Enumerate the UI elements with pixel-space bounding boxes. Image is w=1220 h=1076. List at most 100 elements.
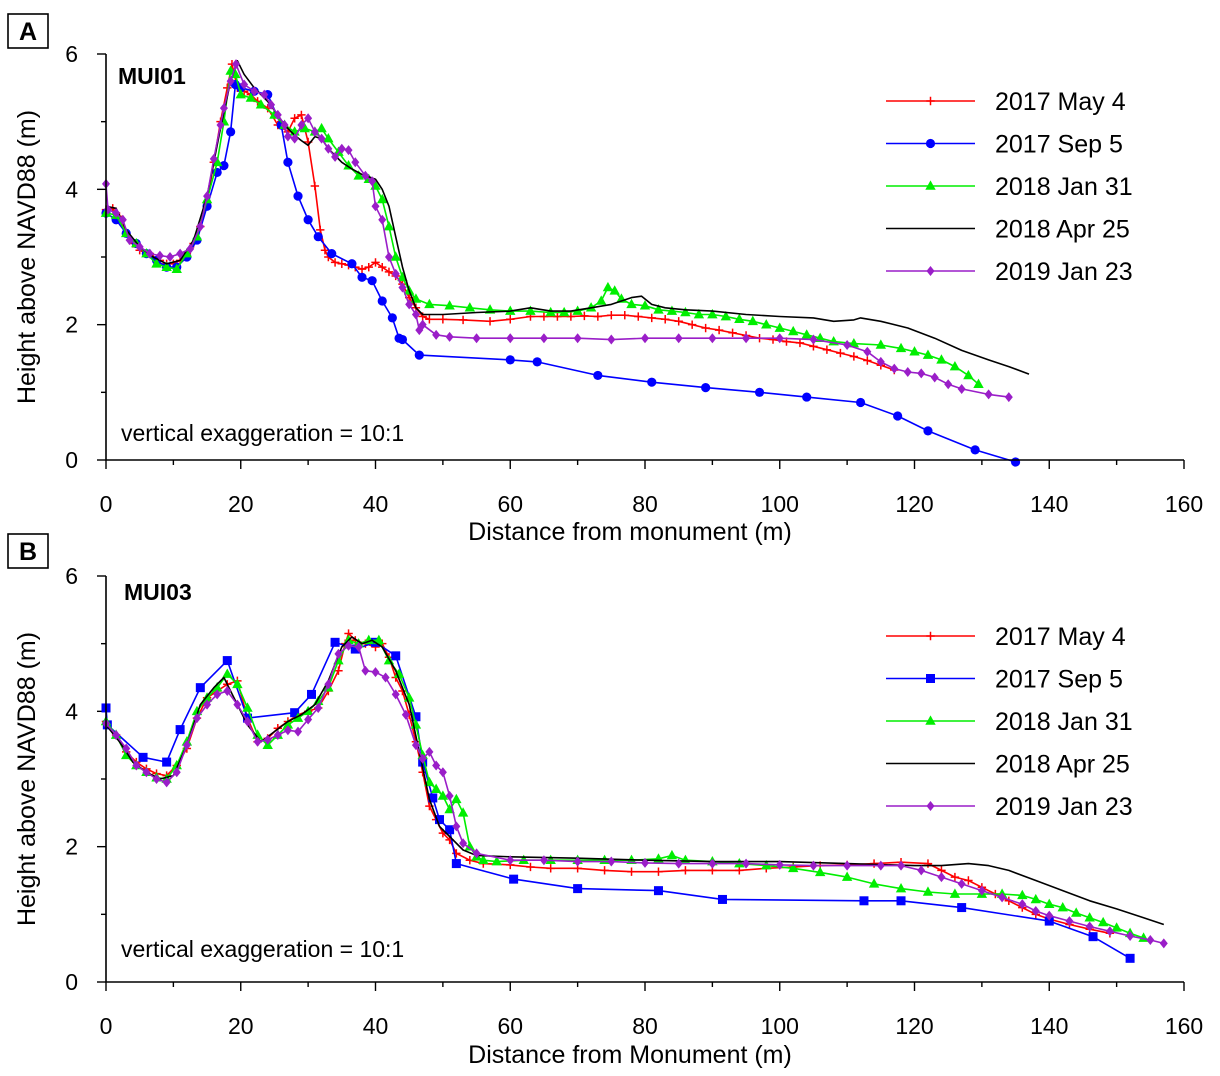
x-tick-label: 40 [363, 1013, 389, 1039]
panel-a-legend-item-2018-jan-31: 2018 Jan 31 [886, 173, 1133, 201]
y-tick-label: 0 [65, 969, 78, 995]
panel-b-point-2017-sep-5 [1044, 916, 1054, 926]
panel-b-legend-item-2018-apr-25: 2018 Apr 25 [886, 751, 1130, 779]
x-tick-label: 80 [632, 491, 658, 517]
panel-a-point-2018-jan-31 [963, 369, 974, 380]
legend-label: 2019 Jan 23 [995, 258, 1133, 286]
panel-a-point-2018-jan-31 [848, 338, 860, 348]
x-tick-label: 0 [100, 1013, 113, 1039]
panel-a-point-2018-jan-31 [390, 251, 401, 261]
panel-b-point-2019-jan-23 [876, 860, 885, 871]
panel-a-point-2018-jan-31 [875, 339, 887, 349]
panel-b-site-label: MUI03 [124, 579, 192, 605]
panel-b-point-2019-jan-23 [809, 860, 818, 871]
panel-a-point-2019-jan-23 [166, 252, 175, 262]
x-tick-label: 0 [100, 491, 113, 517]
panel-a-point-2018-jan-31 [895, 342, 907, 353]
panel-b-point-2019-jan-23 [233, 699, 242, 710]
panel-b-point-2019-jan-23 [391, 689, 400, 700]
panel-b-point-2017-may-4 [950, 872, 960, 882]
panel-b-point-2019-jan-23 [977, 885, 986, 896]
panel-a-point-2017-may-4 [728, 328, 737, 337]
x-tick-label: 120 [895, 1013, 933, 1039]
panel-b-point-2018-jan-31 [232, 678, 243, 689]
panel-b-point-2019-jan-23 [641, 857, 649, 868]
panel-a-point-2019-jan-23 [145, 248, 154, 259]
panel-a-point-2019-jan-23 [418, 319, 427, 330]
panel-a-point-2017-sep-5 [347, 259, 357, 269]
panel-b-point-2019-jan-23 [452, 821, 461, 832]
panel-a-point-2017-sep-5 [313, 232, 323, 242]
panel-a-point-2019-jan-23 [641, 333, 649, 344]
legend-label: 2017 May 4 [995, 623, 1126, 651]
panel-b-point-2017-sep-5 [1088, 932, 1098, 942]
panel-a-point-2019-jan-23 [232, 59, 241, 70]
panel-a-point-2017-sep-5 [377, 296, 387, 306]
panel-a-point-2017-sep-5 [1010, 457, 1021, 467]
panel-b-point-2018-jan-31 [949, 888, 961, 898]
panel-b-note: vertical exaggeration = 10:1 [121, 936, 404, 962]
x-tick-label: 100 [761, 491, 799, 517]
panel-b-point-2017-sep-5 [162, 757, 172, 767]
panel-a-point-2019-jan-23 [708, 333, 717, 344]
panel-b-point-2019-jan-23 [438, 767, 447, 778]
panel-a-point-2019-jan-23 [890, 363, 899, 374]
panel-b-point-2019-jan-23 [917, 865, 926, 876]
panel-b-legend-item-2018-jan-31: 2018 Jan 31 [886, 708, 1133, 736]
panel-b-point-2017-sep-5 [138, 752, 148, 762]
panel-a-point-2019-jan-23 [176, 248, 185, 259]
panel-b-point-2019-jan-23 [273, 730, 282, 741]
panel-b-point-2019-jan-23 [998, 892, 1007, 903]
panel-b-point-2019-jan-23 [361, 665, 370, 676]
panel-a-point-2019-jan-23 [304, 113, 313, 124]
panel-b-point-2018-jan-31 [666, 849, 678, 860]
panel-b-point-2019-jan-23 [1065, 916, 1074, 927]
panel-b-point-2019-jan-23 [162, 777, 171, 788]
panel-b-line-2017-sep-5 [105, 641, 1131, 959]
panel-b-point-2019-jan-23 [459, 838, 468, 849]
panel-b-point-2018-jan-31 [191, 705, 203, 716]
panel-a-point-2018-jan-31 [936, 354, 947, 364]
panel-a-point-2018-jan-31 [774, 322, 785, 332]
panel-a-point-2019-jan-23 [391, 268, 400, 279]
panel-a-line-2019-jan-23 [105, 63, 1009, 398]
panel-a-point-2018-jan-31 [171, 263, 182, 273]
panel-a-point-2017-sep-5 [414, 350, 424, 360]
panel-a-point-2017-may-4 [687, 320, 697, 329]
panel-a-point-2017-sep-5 [505, 355, 515, 365]
panel-a-point-2017-may-4 [647, 313, 656, 323]
panel-b-point-2017-may-4 [600, 866, 609, 875]
panel-b-y-axis-title: Height above NAVD88 (m) [13, 632, 41, 926]
panel-b-point-2018-jan-31 [242, 702, 253, 712]
panel-b-point-2018-jan-31 [1017, 889, 1028, 900]
x-tick-label: 20 [228, 1013, 254, 1039]
panel-a-point-2018-jan-31 [525, 305, 536, 315]
panel-b-point-2019-jan-23 [1031, 905, 1040, 916]
panel-b-point-2018-jan-31 [1057, 901, 1068, 912]
panel-b-point-2019-jan-23 [674, 858, 683, 869]
panel-a-point-2019-jan-23 [290, 133, 299, 144]
legend-swatch-marker [925, 180, 936, 190]
panel-a-point-2018-jan-31 [626, 298, 637, 309]
panel-a-ticks: 0 20 40 60 80 100 120 140 160 0 2 4 6 [65, 41, 1203, 517]
panel-a-point-2019-jan-23 [219, 103, 228, 114]
panel-a-line-2018-apr-25 [105, 60, 1030, 375]
panel-a-line-2017-sep-5 [105, 83, 1016, 463]
panel-b-point-2019-jan-23 [1126, 930, 1135, 941]
panel-a-point-2019-jan-23 [337, 143, 346, 154]
panel-a-point-2018-jan-31 [505, 305, 516, 315]
panel-a-point-2019-jan-23 [344, 145, 353, 156]
panel-a-point-2017-may-4 [620, 310, 629, 320]
panel-a-point-2017-sep-5 [701, 382, 711, 393]
legend-swatch-marker [926, 631, 935, 641]
panel-a-point-2018-jan-31 [323, 132, 334, 143]
panel-a-point-2018-jan-31 [211, 156, 223, 167]
panel-b-point-2018-jan-31 [393, 668, 405, 678]
x-tick-label: 60 [497, 491, 523, 517]
panel-b-point-2017-sep-5 [573, 884, 583, 894]
panel-b-point-2017-sep-5 [428, 793, 438, 803]
panel-b-point-2018-jan-31 [211, 682, 223, 692]
panel-a-point-2017-sep-5 [357, 272, 367, 282]
panel-a-point-2019-jan-23 [280, 120, 289, 131]
panel-b-point-2019-jan-23 [425, 746, 434, 757]
